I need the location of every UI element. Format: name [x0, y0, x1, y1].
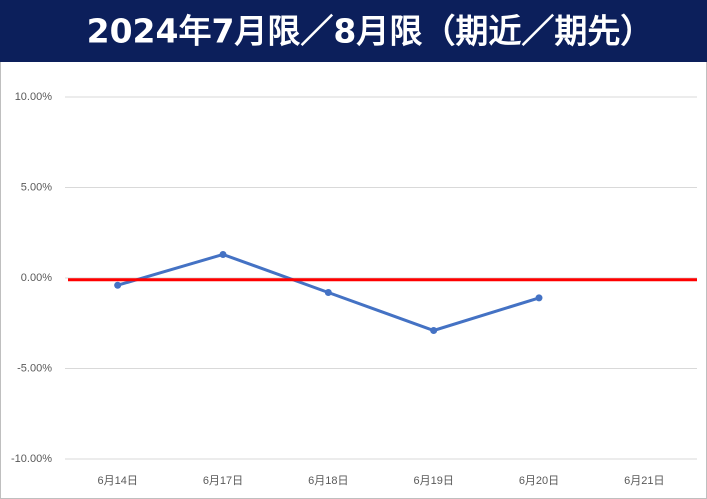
data-point — [219, 250, 227, 258]
x-tick-label: 6月17日 — [203, 475, 243, 487]
data-point — [430, 326, 438, 334]
x-tick-label: 6月14日 — [97, 475, 137, 487]
y-tick-label: 0.00% — [21, 272, 52, 284]
x-tick-label: 6月20日 — [519, 475, 559, 487]
x-tick-label: 6月21日 — [624, 475, 664, 487]
title-bar — [0, 0, 707, 62]
data-point — [535, 294, 543, 302]
x-tick-label: 6月19日 — [413, 475, 453, 487]
chart-title: 2024年7月限／8月限（期近／期先） — [87, 12, 654, 51]
x-tick-label: 6月18日 — [308, 475, 348, 487]
data-point — [114, 281, 122, 289]
y-tick-label: -10.00% — [11, 453, 52, 465]
data-point — [324, 288, 332, 296]
y-tick-label: 5.00% — [21, 181, 52, 193]
y-tick-label: 10.00% — [15, 91, 53, 103]
y-tick-label: -5.00% — [17, 362, 52, 374]
